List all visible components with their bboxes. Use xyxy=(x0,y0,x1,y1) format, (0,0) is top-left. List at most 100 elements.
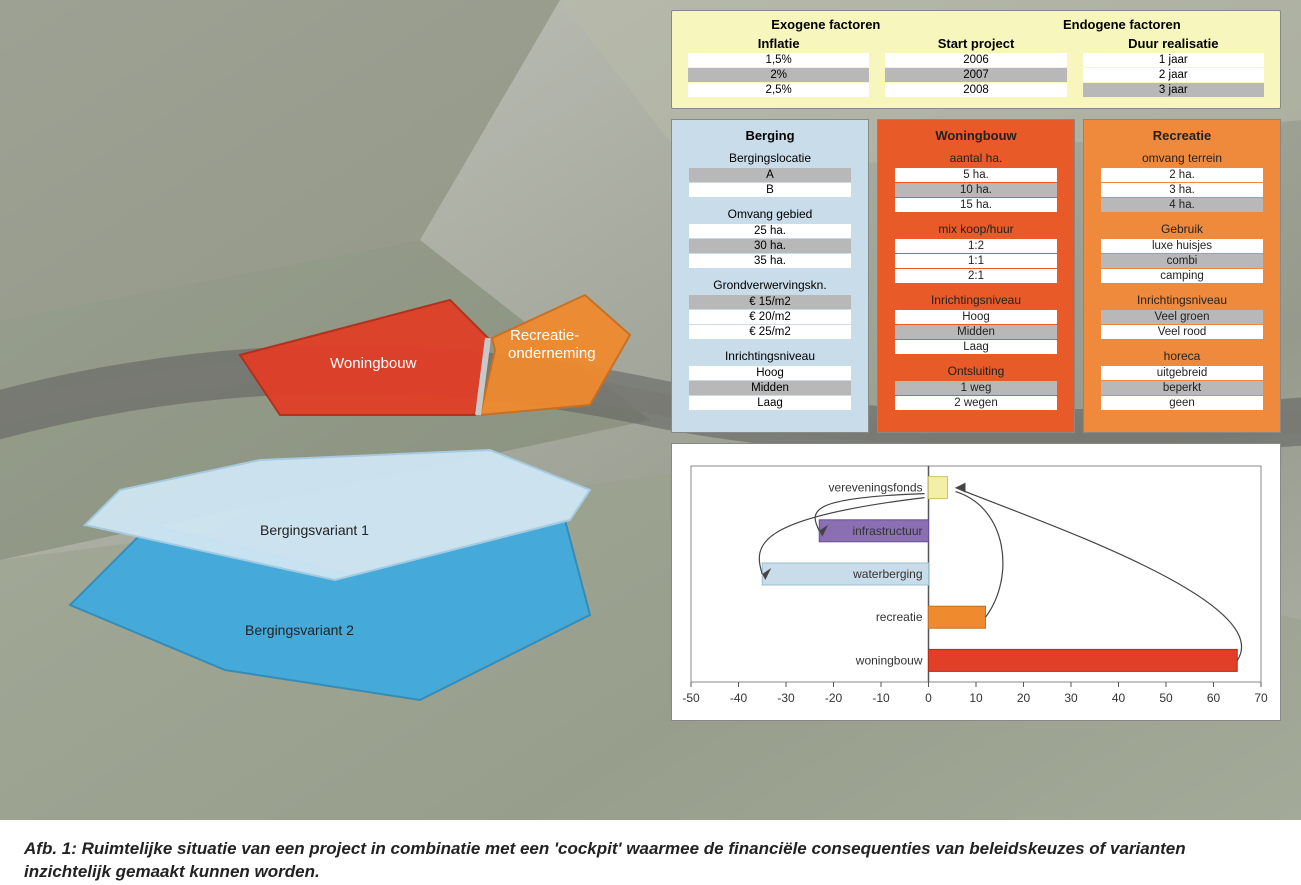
column-title: Woningbouw xyxy=(888,128,1064,143)
option-item[interactable]: 25 ha. xyxy=(689,224,851,238)
option-item[interactable]: Veel groen xyxy=(1101,310,1263,324)
option-item[interactable]: 1:2 xyxy=(895,239,1057,253)
svg-text:60: 60 xyxy=(1207,691,1221,705)
bar-label: waterberging xyxy=(852,567,922,581)
group-label: Inrichtingsniveau xyxy=(682,349,858,363)
svg-text:70: 70 xyxy=(1254,691,1268,705)
option-group: mix koop/huur1:21:12:1 xyxy=(888,222,1064,283)
option-item[interactable]: B xyxy=(689,183,851,197)
factor-duur: Duur realisatie 1 jaar2 jaar3 jaar xyxy=(1075,36,1272,98)
option-group: Inrichtingsniveau Veel groenVeel rood xyxy=(1094,293,1270,339)
label-berging1: Bergingsvariant 1 xyxy=(260,522,369,538)
figure: Woningbouw Recreatie- onderneming Bergin… xyxy=(0,0,1301,820)
option-group: Gebruik luxe huisjescombicamping xyxy=(1094,222,1270,283)
column-recreatie: Recreatie omvang terrein 2 ha.3 ha.4 ha. Ge… xyxy=(1083,119,1281,433)
svg-text:50: 50 xyxy=(1159,691,1173,705)
column-berging: Berging BergingslocatieAB Omvang gebied 25 … xyxy=(671,119,869,433)
svg-text:20: 20 xyxy=(1017,691,1031,705)
group-label: Omvang gebied xyxy=(682,207,858,221)
factor-option[interactable]: 2007 xyxy=(885,68,1067,82)
option-item[interactable]: 10 ha. xyxy=(895,183,1057,197)
factor-option[interactable]: 2,5% xyxy=(688,83,870,97)
factor-option[interactable]: 2 jaar xyxy=(1083,68,1265,82)
option-item[interactable]: Veel rood xyxy=(1101,325,1263,339)
option-group: BergingslocatieAB xyxy=(682,151,858,197)
option-item[interactable]: € 20/m2 xyxy=(689,310,851,324)
option-group: Omvang gebied 25 ha.30 ha.35 ha. xyxy=(682,207,858,268)
option-item[interactable]: geen xyxy=(1101,396,1263,410)
factor-title: Duur realisatie xyxy=(1075,36,1272,51)
label-woningbouw: Woningbouw xyxy=(330,355,417,372)
option-item[interactable]: A xyxy=(689,168,851,182)
option-item[interactable]: Hoog xyxy=(689,366,851,380)
factor-option[interactable]: 2% xyxy=(688,68,870,82)
label-recreatie-l2: onderneming xyxy=(508,345,596,362)
option-item[interactable]: Laag xyxy=(689,396,851,410)
svg-text:10: 10 xyxy=(969,691,983,705)
option-item[interactable]: 15 ha. xyxy=(895,198,1057,212)
factor-option[interactable]: 2006 xyxy=(885,53,1067,67)
group-label: Inrichtingsniveau xyxy=(888,293,1064,307)
option-item[interactable]: € 25/m2 xyxy=(689,325,851,339)
option-group: omvang terrein 2 ha.3 ha.4 ha. xyxy=(1094,151,1270,212)
factor-option[interactable]: 3 jaar xyxy=(1083,83,1265,97)
svg-text:-20: -20 xyxy=(825,691,843,705)
bar-recreatie xyxy=(929,606,986,628)
svg-text:-10: -10 xyxy=(872,691,890,705)
cockpit: Exogene factoren Endogene factoren Infla… xyxy=(671,10,1281,721)
group-label: omvang terrein xyxy=(1094,151,1270,165)
group-label: Gebruik xyxy=(1094,222,1270,236)
svg-text:-40: -40 xyxy=(730,691,748,705)
option-item[interactable]: 2 ha. xyxy=(1101,168,1263,182)
option-columns: Berging BergingslocatieAB Omvang gebied 25 … xyxy=(671,119,1281,433)
heading-exogene: Exogene factoren xyxy=(771,17,880,32)
bar-label: infrastructuur xyxy=(852,524,922,538)
svg-text:-30: -30 xyxy=(777,691,795,705)
option-group: Grondverwervingskn. € 15/m2€ 20/m2€ 25/m2 xyxy=(682,278,858,339)
option-item[interactable]: camping xyxy=(1101,269,1263,283)
option-item[interactable]: combi xyxy=(1101,254,1263,268)
factor-inflatie: Inflatie 1,5%2%2,5% xyxy=(680,36,877,98)
option-group: horeca uitgebreidbeperktgeen xyxy=(1094,349,1270,410)
option-item[interactable]: uitgebreid xyxy=(1101,366,1263,380)
bar-woningbouw xyxy=(929,649,1238,671)
factor-option[interactable]: 1 jaar xyxy=(1083,53,1265,67)
heading-endogene: Endogene factoren xyxy=(1063,17,1181,32)
option-item[interactable]: beperkt xyxy=(1101,381,1263,395)
label-recreatie-l1: Recreatie- xyxy=(510,327,579,344)
option-item[interactable]: Laag xyxy=(895,340,1057,354)
option-group: aantal ha.5 ha.10 ha.15 ha. xyxy=(888,151,1064,212)
option-item[interactable]: 2 wegen xyxy=(895,396,1057,410)
column-title: Recreatie xyxy=(1094,128,1270,143)
bar-vereveningsfonds xyxy=(929,477,948,499)
group-label: Ontsluiting xyxy=(888,364,1064,378)
group-label: Grondverwervingskn. xyxy=(682,278,858,292)
option-item[interactable]: € 15/m2 xyxy=(689,295,851,309)
factor-start: Start project 200620072008 xyxy=(877,36,1074,98)
chart-panel: -50-40-30-20-10010203040506070verevening… xyxy=(671,443,1281,721)
factor-title: Inflatie xyxy=(680,36,877,51)
factor-option[interactable]: 1,5% xyxy=(688,53,870,67)
group-label: horeca xyxy=(1094,349,1270,363)
option-item[interactable]: 4 ha. xyxy=(1101,198,1263,212)
option-item[interactable]: Midden xyxy=(689,381,851,395)
option-item[interactable]: 30 ha. xyxy=(689,239,851,253)
svg-text:30: 30 xyxy=(1064,691,1078,705)
option-item[interactable]: 1:1 xyxy=(895,254,1057,268)
option-item[interactable]: 2:1 xyxy=(895,269,1057,283)
column-title: Berging xyxy=(682,128,858,143)
option-group: Ontsluiting 1 weg2 wegen xyxy=(888,364,1064,410)
factor-option[interactable]: 2008 xyxy=(885,83,1067,97)
option-item[interactable]: Hoog xyxy=(895,310,1057,324)
factor-title: Start project xyxy=(877,36,1074,51)
option-item[interactable]: 5 ha. xyxy=(895,168,1057,182)
group-label: Inrichtingsniveau xyxy=(1094,293,1270,307)
option-item[interactable]: 35 ha. xyxy=(689,254,851,268)
option-group: Inrichtingsniveau HoogMiddenLaag xyxy=(682,349,858,410)
bar-label: recreatie xyxy=(876,610,923,624)
option-item[interactable]: 1 weg xyxy=(895,381,1057,395)
option-item[interactable]: Midden xyxy=(895,325,1057,339)
map-overlay: Woningbouw Recreatie- onderneming Bergin… xyxy=(30,20,730,800)
option-item[interactable]: 3 ha. xyxy=(1101,183,1263,197)
option-item[interactable]: luxe huisjes xyxy=(1101,239,1263,253)
